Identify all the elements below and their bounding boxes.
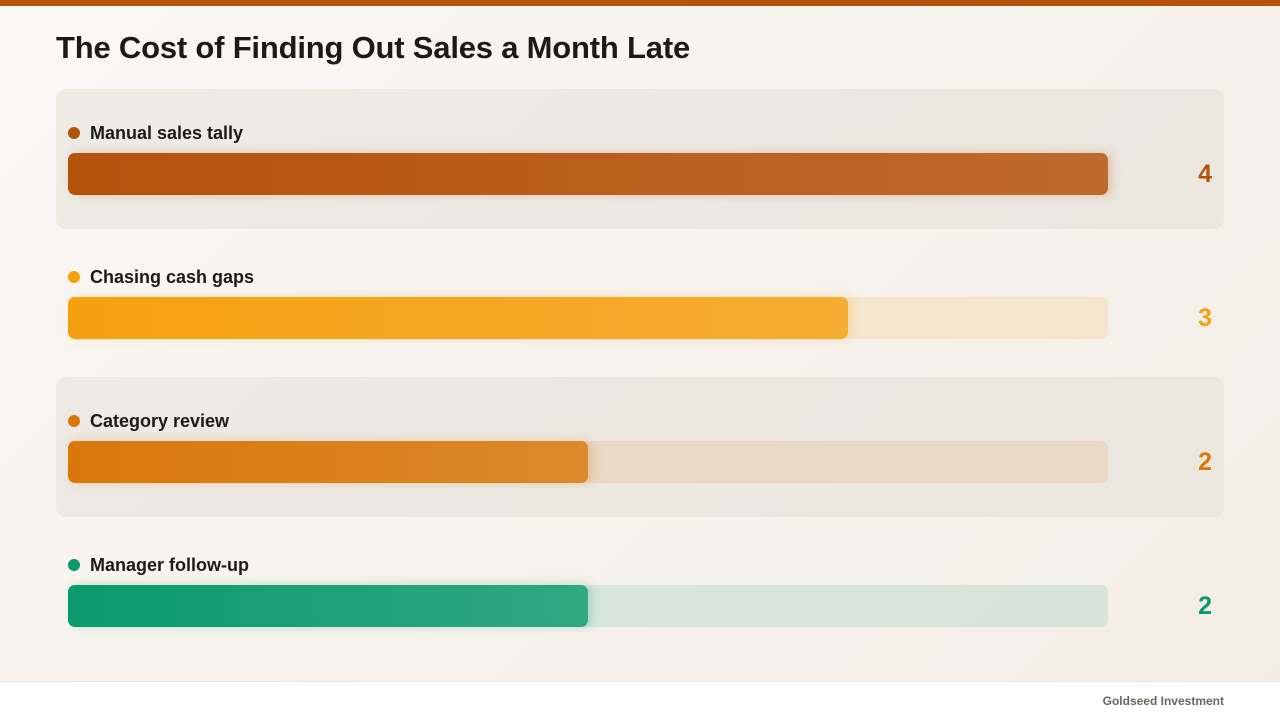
bar-label: Manual sales tally [68,122,243,144]
category-label: Category review [90,410,230,431]
bar-label: Manager follow-up [68,554,249,576]
bar-track [68,153,1108,195]
value-label: 4 [1198,160,1212,188]
value-label: 2 [1198,448,1212,476]
category-label: Chasing cash gaps [90,266,255,287]
bar [68,153,1108,195]
footer-brand: Goldseed Investment [1102,694,1224,708]
bar-track [68,297,1108,339]
value-label: 3 [1198,304,1212,332]
top-accent-bar [0,0,1280,6]
page-title: The Cost of Finding Out Sales a Month La… [56,30,690,65]
legend-dot-icon [68,271,80,283]
legend-dot-icon [68,127,80,139]
legend-dot-icon [68,559,80,571]
bar-label: Chasing cash gaps [68,266,254,288]
footer: Goldseed Investment [0,681,1280,721]
category-label: Manual sales tally [90,122,244,143]
bar-chart: Manual sales tally 4 Chasing cash gaps 3 Cat… [56,89,1224,665]
bar-track [68,441,1108,483]
chart-row: Manual sales tally 4 [56,89,1224,229]
value-label: 2 [1198,592,1212,620]
legend-dot-icon [68,415,80,427]
category-label: Manager follow-up [90,554,249,575]
bar [68,585,588,627]
chart-row: Manager follow-up 2 [56,521,1224,661]
bar-track [68,585,1108,627]
bar [68,297,848,339]
chart-row: Chasing cash gaps 3 [56,233,1224,373]
bar [68,441,588,483]
chart-row: Category review 2 [56,377,1224,517]
bar-label: Category review [68,410,229,432]
